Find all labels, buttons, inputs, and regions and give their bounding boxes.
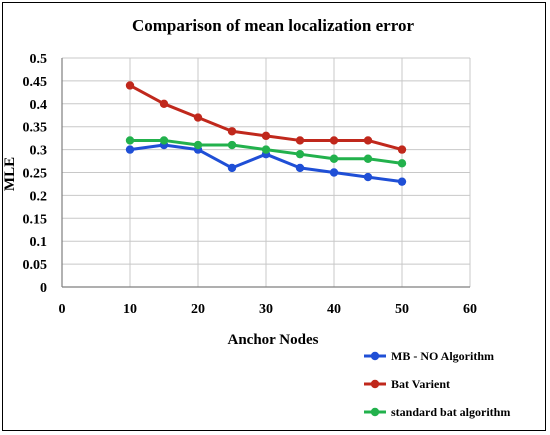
- series-0: [125, 140, 407, 186]
- data-point: [227, 127, 237, 136]
- legend-label: Bat Varient: [391, 377, 450, 391]
- data-point: [193, 140, 203, 150]
- legend-swatch-marker: [370, 379, 380, 389]
- data-point: [363, 172, 373, 182]
- y-tick-label: 0.2: [30, 189, 48, 204]
- legend-swatch-marker: [370, 407, 380, 417]
- x-tick-label: 50: [395, 302, 409, 317]
- data-point: [397, 159, 407, 168]
- y-tick-label: 0.4: [30, 98, 48, 113]
- data-point: [363, 154, 373, 163]
- series-1: [125, 81, 407, 154]
- data-point: [329, 168, 339, 177]
- x-axis-label: Anchor Nodes: [228, 332, 319, 348]
- y-tick-label: 0.05: [23, 258, 48, 273]
- y-tick-label: 0.35: [23, 121, 48, 136]
- data-point: [193, 113, 203, 122]
- data-point: [261, 131, 271, 141]
- legend-label: MB - NO Algorithm: [391, 349, 494, 363]
- data-point: [227, 163, 237, 173]
- data-point: [397, 177, 407, 186]
- x-tick-label: 40: [327, 302, 341, 317]
- y-tick-label: 0.5: [30, 52, 48, 67]
- data-point: [125, 145, 135, 154]
- data-point: [125, 81, 135, 90]
- legend: MB - NO Algorithm Bat Varient standard bat…: [364, 349, 510, 419]
- data-point: [363, 136, 373, 145]
- legend-item: Bat Varient: [364, 377, 450, 391]
- data-point: [329, 136, 339, 145]
- series-group: [125, 81, 407, 186]
- y-tick-label: 0.15: [23, 212, 48, 227]
- x-tick-label: 30: [259, 302, 273, 317]
- chart-frame: [2, 2, 546, 431]
- legend-item: MB - NO Algorithm: [364, 349, 494, 363]
- legend-swatch-marker: [370, 351, 380, 361]
- y-axis-label: MLE: [2, 157, 18, 191]
- data-point: [159, 99, 169, 109]
- data-point: [125, 136, 135, 145]
- data-point: [295, 136, 305, 145]
- axes: [61, 58, 470, 288]
- data-point: [329, 154, 339, 163]
- y-tick-label: 0: [40, 281, 47, 296]
- data-point: [397, 145, 407, 154]
- y-tick-label: 0.1: [30, 235, 48, 250]
- legend-label: standard bat algorithm: [391, 405, 510, 419]
- data-point: [261, 145, 271, 154]
- x-tick-label: 0: [59, 302, 66, 317]
- grid: [61, 57, 471, 288]
- chart-title: Comparison of mean localization error: [132, 16, 414, 35]
- series-2: [125, 136, 407, 168]
- data-point: [295, 149, 305, 159]
- legend-item: standard bat algorithm: [364, 405, 510, 419]
- x-axis-ticks: 0 10 20 30 40 50 60: [59, 302, 478, 317]
- y-tick-label: 0.3: [30, 144, 48, 159]
- data-point: [159, 136, 169, 145]
- y-tick-label: 0.25: [23, 167, 48, 182]
- data-point: [295, 163, 305, 173]
- y-axis-ticks: 0 0.05 0.1 0.15 0.2 0.25 0.3 0.35 0.4 0.45 0.5: [23, 52, 48, 296]
- x-tick-label: 20: [191, 302, 205, 317]
- x-tick-label: 60: [463, 302, 477, 317]
- data-point: [227, 140, 237, 150]
- y-tick-label: 0.45: [23, 75, 48, 90]
- x-tick-label: 10: [123, 302, 137, 317]
